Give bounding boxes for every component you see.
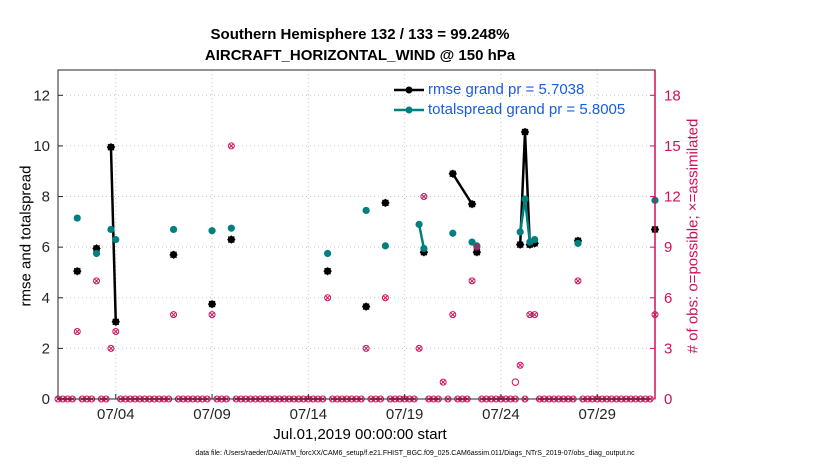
y2-tick-label: 3 [664, 340, 672, 357]
y-tick-label: 0 [42, 391, 50, 408]
grid [58, 70, 655, 400]
obs-assimilated-point [516, 361, 524, 369]
obs-assimilated-point [381, 294, 389, 302]
y-tick-label: 6 [42, 239, 50, 256]
x-tick-label: 07/24 [482, 406, 520, 423]
series-marks [73, 128, 659, 326]
y2-tick-label: 6 [664, 290, 672, 307]
obs-assimilated-point [170, 311, 178, 319]
y-axis-label: rmse and totalspread [17, 165, 35, 307]
y-tick-label: 2 [42, 340, 50, 357]
obs-assimilated-point [526, 311, 534, 319]
rmse-point [362, 302, 371, 311]
spread-point [521, 195, 529, 203]
obs-count-marks [54, 142, 659, 403]
spread-point [92, 249, 101, 258]
tick-labels: 0 2 4 6 8 10 12 0 3 6 9 12 15 18 07/04 07/09 07/14 07/19 0… [33, 87, 680, 423]
obs-assimilated-point [439, 378, 447, 386]
rmse-point [208, 300, 217, 309]
rmse-point [73, 267, 82, 276]
obs-possible-point [511, 378, 520, 386]
obs-assimilated-point [107, 344, 115, 352]
y2-tick-label: 12 [664, 189, 681, 206]
obs-assimilated-point [362, 344, 370, 352]
obs-assimilated-point [574, 277, 582, 285]
chart-title: Southern Hemisphere 132 / 133 = 99.248% [210, 26, 510, 43]
legend-label-rmse: rmse grand pr = 5.7038 [428, 81, 585, 98]
x-tick-label: 07/19 [386, 406, 424, 423]
y2-tick-label: 18 [664, 87, 681, 104]
legend-entry-spread: totalspread grand pr = 5.8005 [392, 100, 625, 120]
spread-point [415, 220, 423, 228]
x-axis-label: Jul.01,2019 00:00:00 start [273, 426, 447, 443]
rmse-point [169, 250, 178, 259]
spread-line [417, 224, 426, 249]
y-tick-label: 4 [42, 290, 50, 307]
obs-assimilated-point [112, 328, 120, 336]
axes [57, 69, 656, 400]
obs-assimilated-point [415, 344, 423, 352]
obs-assimilated-point [468, 277, 476, 285]
x-tick-label: 07/04 [97, 406, 135, 423]
x-tick-label: 07/29 [578, 406, 616, 423]
data-file-footer: data file: /Users/raeder/DAI/ATM_forcXX/… [195, 450, 635, 457]
y2-tick-label: 0 [664, 391, 672, 408]
spread-point [531, 235, 539, 244]
rmse-point [323, 267, 332, 276]
rmse-point [448, 169, 457, 178]
rmse-point [106, 143, 115, 152]
spread-point [324, 249, 332, 258]
spread-point [169, 225, 178, 234]
obs-assimilated-point [93, 277, 101, 285]
spread-point [468, 238, 476, 246]
spread-point [208, 227, 216, 235]
rmse-point [468, 200, 477, 209]
spread-point [227, 224, 235, 232]
rmse-point [381, 198, 390, 207]
rmse-line [109, 147, 118, 322]
spread-point [420, 244, 428, 253]
y2-axis-label: # of obs: o=possible; ×=assimilated [684, 118, 702, 354]
rmse-line [451, 173, 474, 205]
obs-assimilated-point [449, 311, 457, 319]
rmse-point [516, 240, 525, 249]
rmse-point [521, 128, 530, 137]
spread-point [107, 225, 115, 234]
obs-assimilated-point [420, 193, 428, 201]
y-tick-label: 10 [33, 138, 50, 155]
obs-assimilated-point [473, 243, 481, 251]
spread-point [449, 229, 457, 237]
legend-swatch-spread [394, 106, 424, 114]
spread-point [516, 228, 524, 236]
obs-assimilated-point [324, 294, 332, 302]
rmse-point [227, 235, 236, 244]
obs-assimilated-point [73, 328, 81, 336]
rmse-point [472, 248, 481, 257]
spread-point [362, 206, 370, 215]
legend-label-spread: totalspread grand pr = 5.8005 [428, 101, 626, 118]
y2-tick-label: 15 [664, 138, 681, 155]
legend: rmse grand pr = 5.7038 totalspread grand… [392, 80, 625, 120]
legend-entry-rmse: rmse grand pr = 5.7038 [392, 80, 625, 100]
x-tick-label: 07/14 [290, 406, 328, 423]
obs-assimilated-point [227, 142, 235, 150]
legend-swatch-rmse [394, 86, 424, 94]
y-tick-label: 8 [42, 189, 50, 206]
chart-subtitle: AIRCRAFT_HORIZONTAL_WIND @ 150 hPa [204, 47, 516, 64]
rmse-point [111, 317, 120, 326]
spread-point [381, 242, 389, 250]
spread-point [574, 239, 582, 247]
obs-assimilated-point [208, 311, 216, 319]
y2-tick-label: 9 [664, 239, 672, 256]
spread-point [73, 214, 81, 222]
y-tick-label: 12 [33, 87, 50, 104]
x-tick-label: 07/09 [193, 406, 231, 423]
spread-point [473, 242, 481, 250]
spread-point [112, 235, 120, 244]
obs-assimilated-point [531, 311, 539, 319]
rmse-point [92, 244, 101, 253]
